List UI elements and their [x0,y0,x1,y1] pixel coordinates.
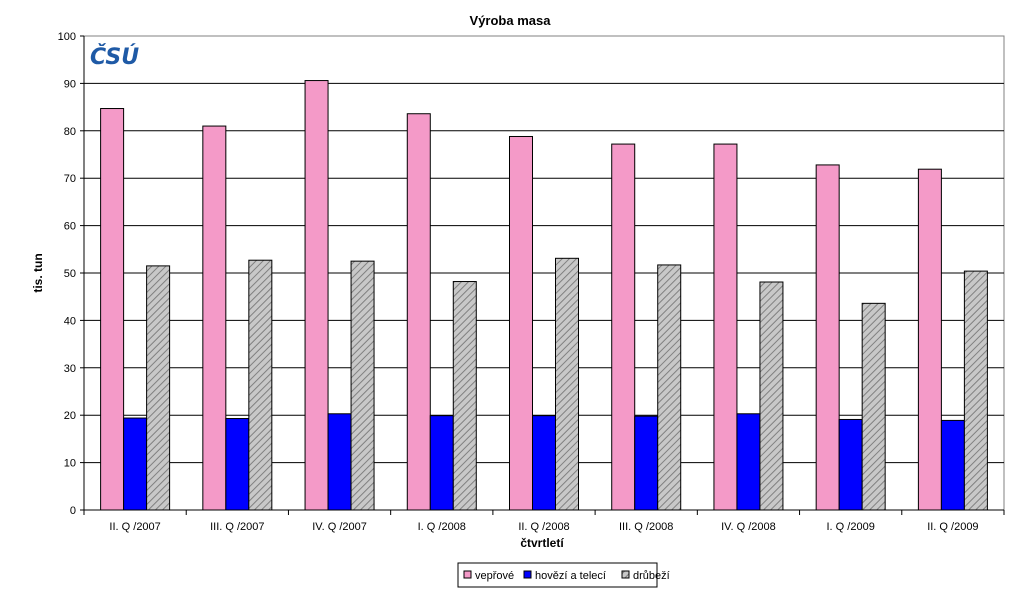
x-axis-label: čtvrtletí [520,536,564,550]
bar-hovězí-a-telecí [736,413,761,511]
y-tick-label: 60 [64,221,76,233]
bar-vepřové [917,168,942,511]
bar-hovězí-a-telecí [327,413,352,511]
legend-label: hovězí a telecí [535,570,606,582]
x-tick-label: IV. Q /2008 [721,521,776,533]
bar-vepřové [815,164,840,511]
bar-hovězí-a-telecí [940,419,965,511]
bar-hovězí-a-telecí [225,418,250,511]
bar-vepřové [100,108,125,511]
logo-text: ČSÚ [90,44,139,70]
bar-vepřové [509,135,533,511]
bar-vepřové [202,125,227,511]
bar-drůbeží [759,281,784,511]
x-tick-label: II. Q /2009 [927,521,978,533]
x-tick-label: III. Q /2007 [210,521,264,533]
y-tick-label: 10 [64,458,76,470]
bar-vepřové [304,80,329,511]
csu-logo: ČSÚ [90,42,150,70]
bar-hovězí-a-telecí [429,415,454,511]
bar-hovězí-a-telecí [123,417,148,511]
bar-drůbeží [657,264,682,511]
bar-drůbeží [248,259,273,511]
y-axis-label: tis. tun [31,253,45,292]
bar-drůbeží [555,257,579,511]
x-tick-label: I. Q /2008 [418,521,466,533]
y-tick-label: 50 [64,268,76,280]
bar-drůbeží [963,270,988,511]
bar-hovězí-a-telecí [532,415,556,511]
legend-swatch [621,570,630,579]
x-tick-label: II. Q /2007 [109,521,160,533]
x-axis: II. Q /2007 III. Q /2007 IV. Q /2007 I. Q /… [83,509,1005,533]
x-tick-label: IV. Q /2007 [312,521,367,533]
y-tick-label: 90 [64,78,76,90]
legend: vepřové hovězí a telecí drůbeží [457,562,670,588]
x-tick-label: III. Q /2008 [619,521,673,533]
legend-label: drůbeží [633,570,670,582]
bar-drůbeží [861,302,886,511]
bars [100,80,988,511]
y-tick-label: 40 [64,315,76,327]
bar-drůbeží [452,281,477,511]
y-tick-label: 0 [70,505,76,517]
x-tick-label: II. Q /2008 [518,521,569,533]
y-tick-label: 30 [64,363,76,375]
y-axis: 0 10 20 30 40 50 60 70 80 90 100 [58,31,85,517]
bar-hovězí-a-telecí [634,415,659,511]
chart-title: Výroba masa [470,13,552,28]
bar-vepřové [713,143,738,511]
bar-drůbeží [350,260,375,511]
bar-hovězí-a-telecí [838,418,863,511]
legend-swatch [523,570,532,579]
bar-vepřové [406,113,431,511]
y-tick-label: 80 [64,126,76,138]
y-tick-label: 20 [64,410,76,422]
legend-swatch [463,570,472,579]
x-tick-label: I. Q /2009 [827,521,875,533]
bar-vepřové [611,143,636,511]
y-tick-label: 100 [58,31,76,43]
y-tick-label: 70 [64,173,76,185]
legend-label: vepřové [475,570,514,582]
bar-drůbeží [146,265,171,511]
